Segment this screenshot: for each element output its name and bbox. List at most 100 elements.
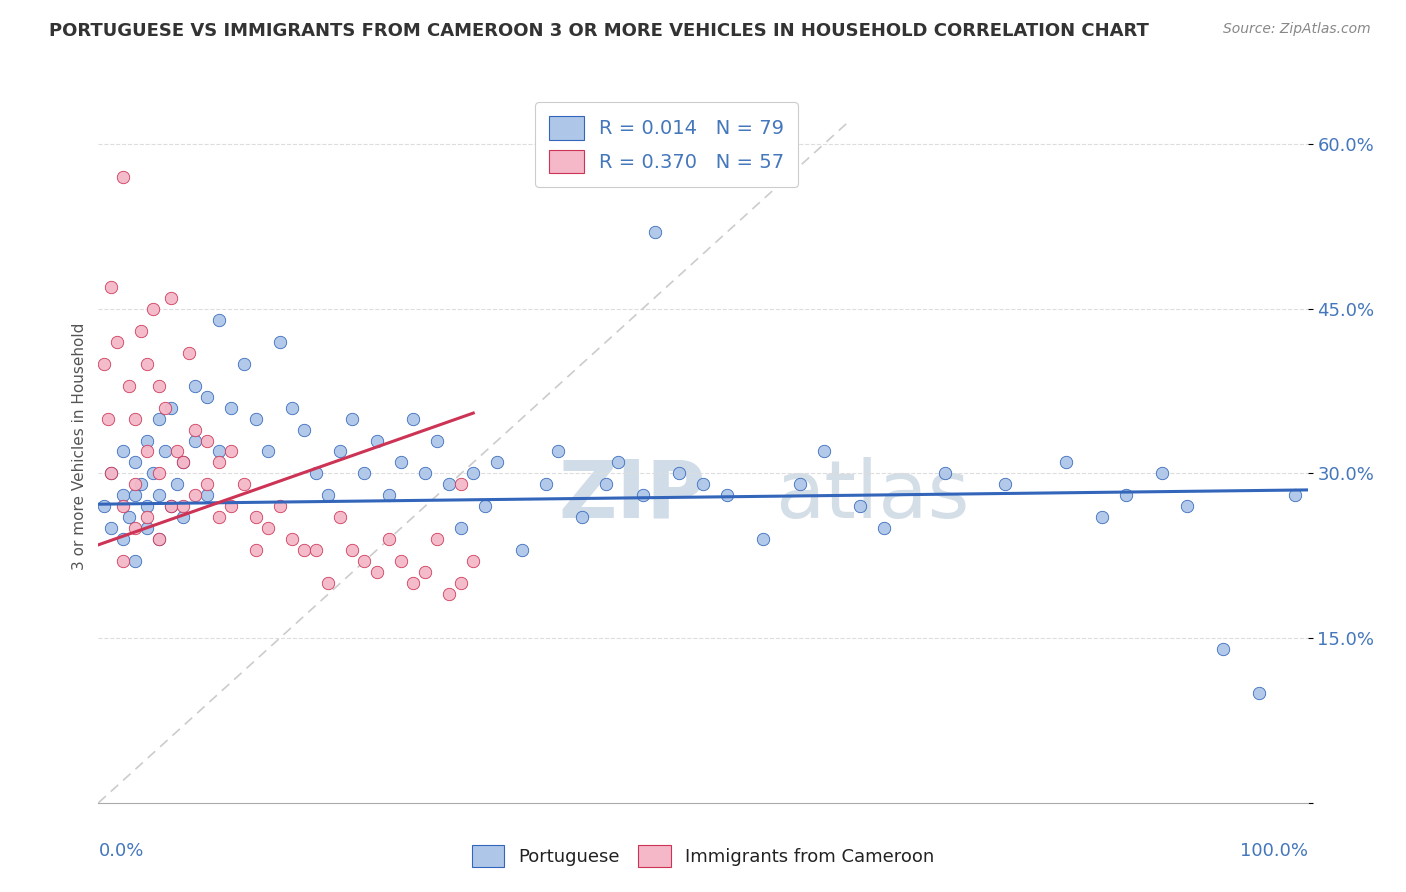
Point [292,543,315,558]
Point [111,444,134,458]
Point [426,533,449,547]
Point [692,477,714,491]
Point [752,533,775,547]
Point [389,455,412,469]
Point [124,521,146,535]
Point [135,521,157,535]
Point [994,477,1017,491]
Point [135,434,157,448]
Point [353,554,375,568]
Point [153,401,176,415]
Point [377,533,399,547]
Point [195,434,218,448]
Point [510,543,533,558]
Point [184,378,207,392]
Point [1212,642,1234,657]
Point [245,510,267,524]
Point [160,500,183,514]
Point [595,477,617,491]
Point [111,500,134,514]
Y-axis label: 3 or more Vehicles in Household: 3 or more Vehicles in Household [72,322,87,570]
Text: 100.0%: 100.0% [1240,842,1308,860]
Point [305,467,328,481]
Point [166,477,188,491]
Point [256,521,278,535]
Point [148,533,170,547]
Point [195,390,218,404]
Point [124,455,146,469]
Point [135,500,157,514]
Point [256,444,278,458]
Point [118,510,141,524]
Point [153,444,176,458]
Point [97,411,120,425]
Point [474,500,496,514]
Point [221,444,243,458]
Point [100,467,122,481]
Point [172,510,194,524]
Point [221,401,243,415]
Point [342,543,364,558]
Point [607,455,630,469]
Point [934,467,956,481]
Point [366,434,388,448]
Point [124,554,146,568]
Text: 0.0%: 0.0% [98,842,143,860]
Point [329,510,352,524]
Point [142,467,165,481]
Point [135,444,157,458]
Point [1284,488,1306,502]
Point [534,477,557,491]
Legend: R = 0.014   N = 79, R = 0.370   N = 57: R = 0.014 N = 79, R = 0.370 N = 57 [536,103,799,187]
Point [402,411,425,425]
Point [160,291,183,305]
Point [463,554,485,568]
Point [111,488,134,502]
Point [172,455,194,469]
Point [813,444,835,458]
Point [316,488,339,502]
Point [208,312,231,326]
Legend: Portuguese, Immigrants from Cameroon: Portuguese, Immigrants from Cameroon [464,838,942,874]
Point [426,434,449,448]
Point [221,500,243,514]
Point [571,510,593,524]
Point [281,401,304,415]
Point [716,488,738,502]
Point [402,576,425,591]
Point [148,411,170,425]
Point [93,500,115,514]
Point [873,521,896,535]
Point [148,467,170,481]
Point [269,334,291,349]
Point [184,434,207,448]
Point [124,477,146,491]
Point [232,357,254,371]
Point [547,444,569,458]
Point [437,477,460,491]
Text: PORTUGUESE VS IMMIGRANTS FROM CAMEROON 3 OR MORE VEHICLES IN HOUSEHOLD CORRELATI: PORTUGUESE VS IMMIGRANTS FROM CAMEROON 3… [49,22,1149,40]
Point [1115,488,1137,502]
Point [184,488,207,502]
Point [105,334,128,349]
Point [789,477,811,491]
Point [124,411,146,425]
Point [208,455,231,469]
Point [1054,455,1077,469]
Text: Source: ZipAtlas.com: Source: ZipAtlas.com [1223,22,1371,37]
Point [463,467,485,481]
Point [160,500,183,514]
Point [366,566,388,580]
Point [100,521,122,535]
Point [172,455,194,469]
Point [269,500,291,514]
Point [93,357,115,371]
Point [245,543,267,558]
Point [195,477,218,491]
Point [135,510,157,524]
Point [389,554,412,568]
Point [342,411,364,425]
Point [166,444,188,458]
Point [1175,500,1198,514]
Point [148,488,170,502]
